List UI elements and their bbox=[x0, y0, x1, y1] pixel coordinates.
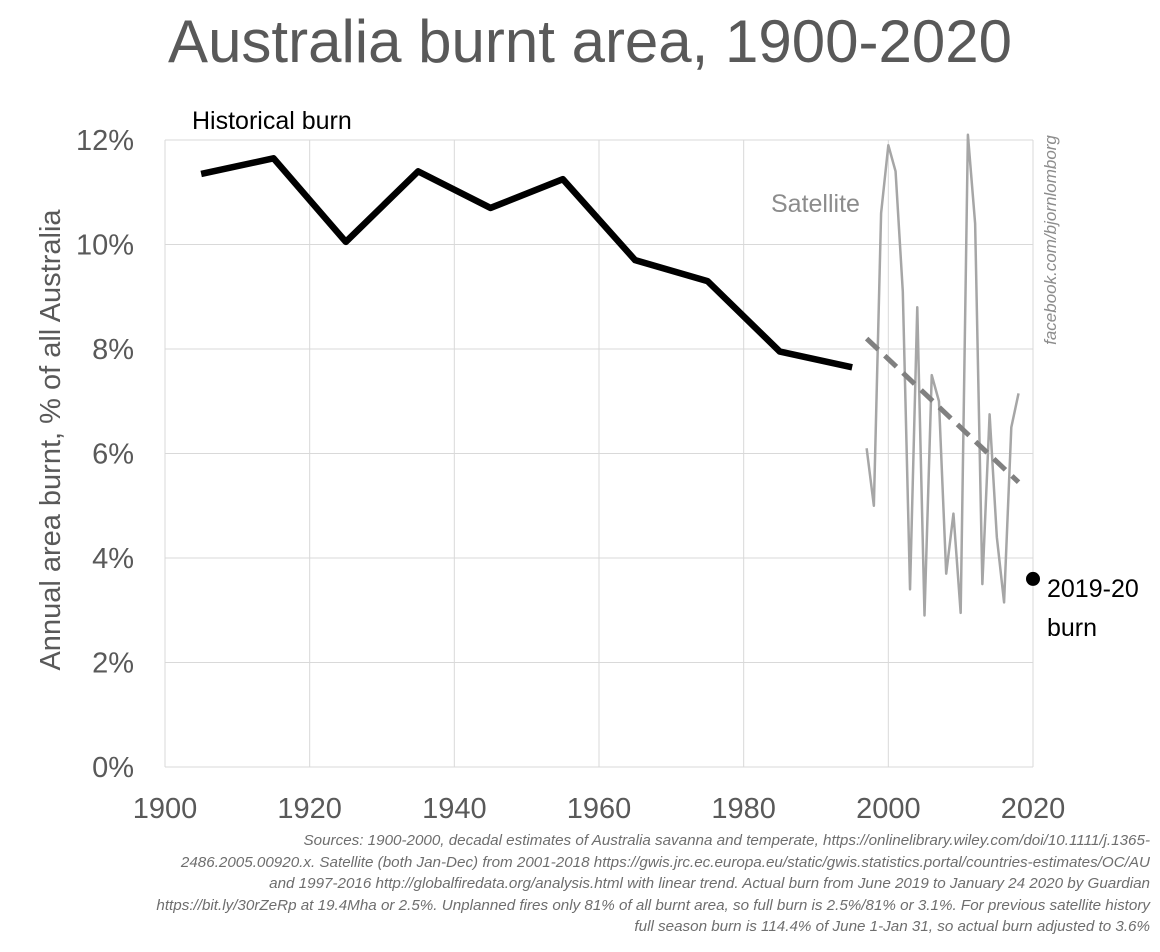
watermark: facebook.com/bjornlomborg bbox=[1041, 135, 1060, 345]
satellite-label: Satellite bbox=[771, 190, 860, 218]
satellite-line bbox=[865, 133, 1020, 617]
x-tick-label: 1980 bbox=[711, 793, 776, 825]
y-tick-label: 10% bbox=[76, 230, 134, 262]
y-axis-label: Annual area burnt, % of all Australia bbox=[35, 209, 67, 671]
sources-line-3: and 1997-2016 http://globalfiredata.org/… bbox=[269, 875, 1150, 893]
historical-burn-label: Historical burn bbox=[192, 107, 352, 135]
y-tick-label: 2% bbox=[92, 648, 134, 680]
sources-line-5: full season burn is 114.4% of June 1-Jan… bbox=[634, 918, 1150, 936]
x-tick-label: 1940 bbox=[422, 793, 487, 825]
y-tick-label: 6% bbox=[92, 439, 134, 471]
y-tick-label: 12% bbox=[76, 125, 134, 157]
x-tick-label: 2000 bbox=[856, 793, 921, 825]
sources-line-1: Sources: 1900-2000, decadal estimates of… bbox=[303, 832, 1150, 849]
series-layer bbox=[200, 133, 1040, 617]
y-tick-label: 4% bbox=[92, 543, 134, 575]
burn-2019-label-line1: 2019-20 bbox=[1047, 575, 1139, 603]
sources-line-2: 2486.2005.00920.x. Satellite (both Jan-D… bbox=[180, 853, 1150, 871]
historical-burn-line bbox=[200, 155, 853, 371]
2019-20-burn-point bbox=[1026, 571, 1040, 586]
x-tick-label: 2020 bbox=[1001, 793, 1066, 825]
sources-note: Sources: 1900-2000, decadal estimates of… bbox=[0, 830, 1150, 938]
burn-2019-label-line2: burn bbox=[1047, 614, 1097, 642]
y-tick-labels: 0% 2% 4% 6% 8% 10% 12% bbox=[76, 125, 134, 784]
x-tick-label: 1960 bbox=[567, 793, 632, 825]
x-tick-label: 1900 bbox=[133, 793, 198, 825]
x-tick-label: 1920 bbox=[277, 793, 342, 825]
sources-line-4: https://bit.ly/30rZeRp at 19.4Mha or 2.5… bbox=[156, 896, 1150, 914]
y-tick-label: 8% bbox=[92, 334, 134, 366]
x-tick-labels: 1900 1920 1940 1960 1980 2000 2020 bbox=[133, 793, 1066, 825]
satellite-trend-line bbox=[864, 336, 1021, 485]
x-gridlines bbox=[164, 140, 1034, 767]
chart-title: Australia burnt area, 1900-2020 bbox=[168, 8, 1012, 75]
y-tick-label: 0% bbox=[92, 752, 134, 784]
